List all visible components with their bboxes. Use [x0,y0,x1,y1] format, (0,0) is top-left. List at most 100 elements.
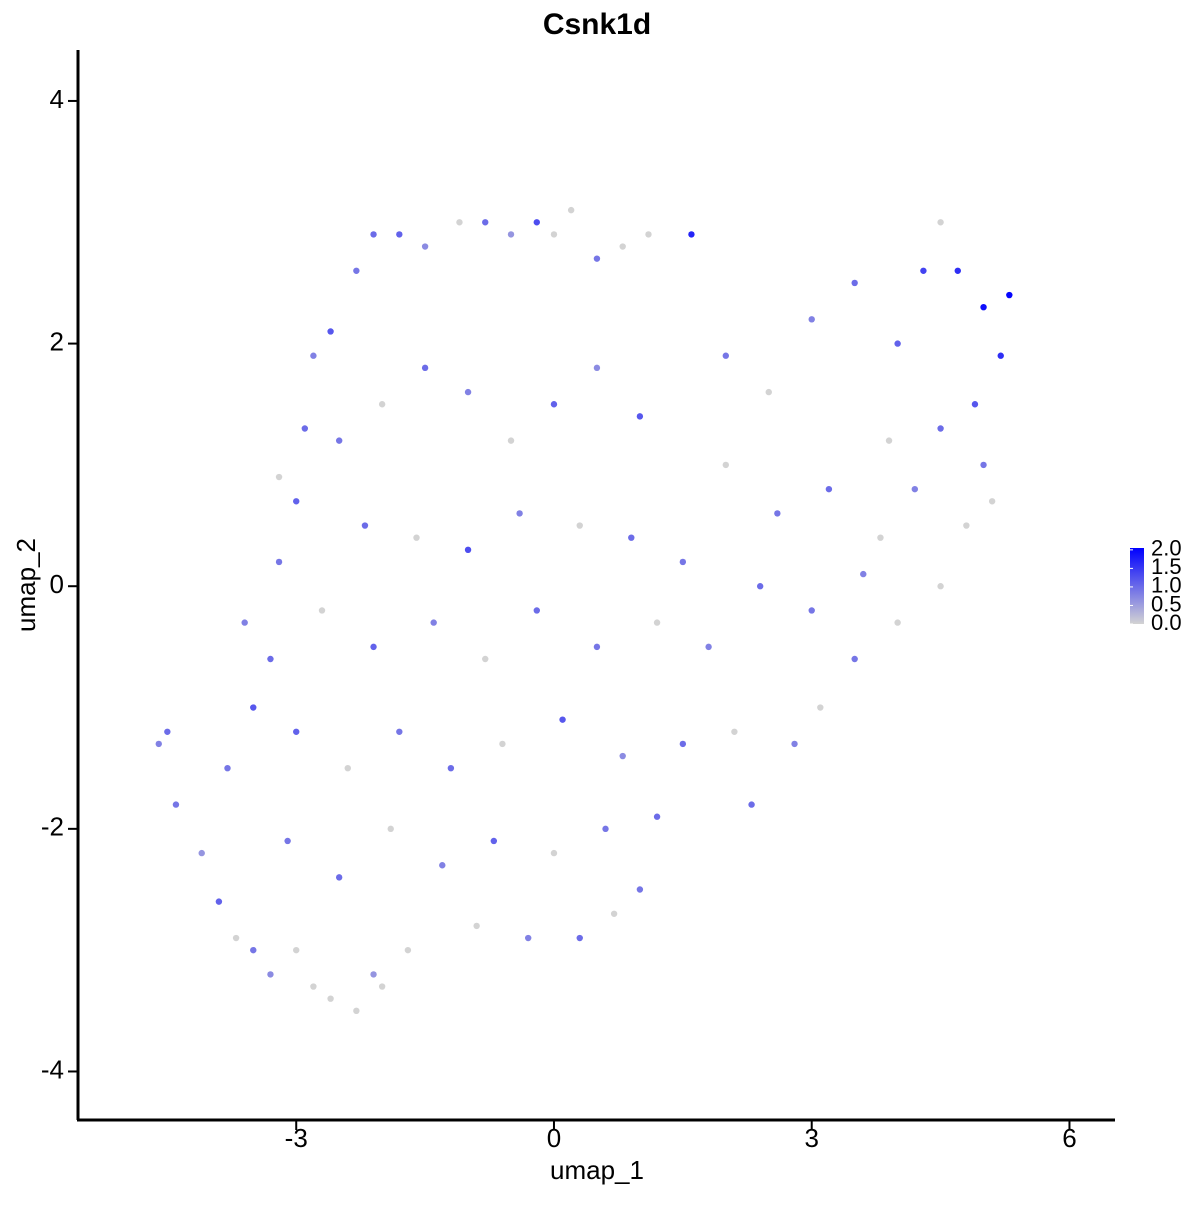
point [722,352,730,359]
point [335,437,343,444]
point [370,231,377,238]
point [679,558,687,566]
colorbar-tick-label: 1.5 [1151,554,1182,579]
point [791,740,798,748]
point [593,643,601,651]
point [396,231,403,238]
point [353,267,360,274]
point [387,825,394,833]
point [937,583,944,590]
point [619,752,626,760]
point [301,425,309,432]
point [688,231,695,238]
point [275,558,283,566]
point [293,946,300,954]
point [250,704,257,711]
point [774,510,781,517]
point [439,862,446,869]
point [894,340,901,347]
point [447,764,455,772]
point [645,231,652,238]
point [241,619,248,626]
point [250,946,257,954]
point [911,485,919,493]
point [473,922,480,930]
point [679,740,687,748]
point [318,607,326,614]
point [413,534,420,541]
point [593,364,601,372]
point [653,813,661,820]
y-axis-label: umap_2 [11,538,41,632]
point [576,934,583,942]
y-tick-label: 4 [50,84,64,114]
x-tick-label: 6 [1062,1123,1076,1153]
point [464,546,472,554]
point [293,728,300,735]
point [198,849,205,857]
point [731,728,738,735]
point [430,619,437,626]
point [293,498,300,505]
point [550,401,558,408]
point [232,934,240,942]
point [722,461,730,469]
point [533,607,540,614]
point [421,364,429,372]
point [963,522,970,529]
point [877,534,884,541]
point [593,255,601,262]
point [808,607,815,614]
point [885,437,893,444]
point [980,303,987,311]
point [224,764,231,772]
point [310,983,317,990]
colorbar-tick-label: 1.0 [1151,573,1182,598]
point [937,425,944,432]
point [482,655,489,663]
point [499,740,506,748]
x-tick-label: -3 [285,1123,308,1153]
point [550,231,558,238]
point [576,522,583,529]
point [507,231,515,238]
point [516,510,523,517]
point [628,534,635,541]
point [353,1007,360,1015]
point [636,413,644,420]
point [396,728,403,735]
point [464,388,472,396]
point [602,825,609,833]
point [817,704,824,711]
point [825,485,833,493]
point [756,583,764,590]
point [490,837,498,845]
point [971,401,979,408]
point [335,874,343,881]
point [559,716,566,723]
y-tick-label: 0 [50,569,64,599]
point [378,983,386,990]
point [310,352,317,359]
point [894,619,901,626]
point [988,498,996,505]
point [567,206,575,214]
point [610,910,618,917]
point [404,946,412,954]
point [361,522,369,529]
point [533,219,540,226]
point [344,764,351,772]
point [653,619,661,626]
point [765,388,772,396]
chart-title: Csnk1d [543,8,651,41]
point [937,219,944,226]
x-tick-label: 3 [804,1123,818,1153]
point [860,570,867,578]
point [619,243,626,250]
point [550,849,558,857]
point [215,898,223,905]
point [980,461,987,469]
colorbar-tick-label: 2.0 [1151,536,1182,561]
point [524,934,532,942]
